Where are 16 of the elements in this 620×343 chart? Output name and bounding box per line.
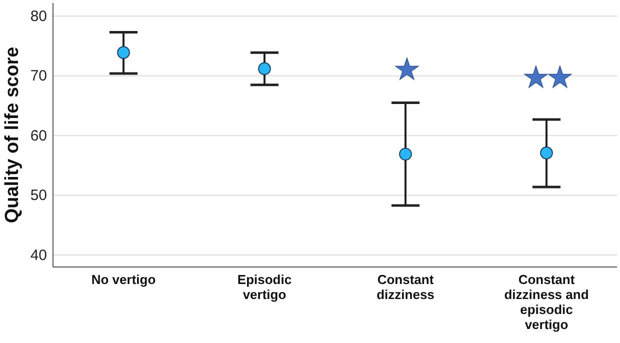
x-tick-label: Constant dizziness [376,272,434,302]
point [258,62,271,76]
x-tick-label: No vertigo [91,272,156,287]
annotation: ★ [394,54,418,86]
annotation: ★★ [522,62,572,94]
y-tick-label: 40 [30,246,47,264]
x-tick-label: Episodic vertigo [237,272,292,302]
x-tick-label: Constant dizziness and episodic vertigo [504,272,589,332]
y-tick-label: 70 [30,68,47,85]
y-tick-label: 60 [30,127,47,144]
y-tick-label: 80 [30,8,47,25]
point [117,46,130,59]
y-axis-title: Quality of life score [2,46,23,224]
point [540,146,553,160]
point [399,148,412,161]
y-tick-label: 50 [30,187,47,204]
